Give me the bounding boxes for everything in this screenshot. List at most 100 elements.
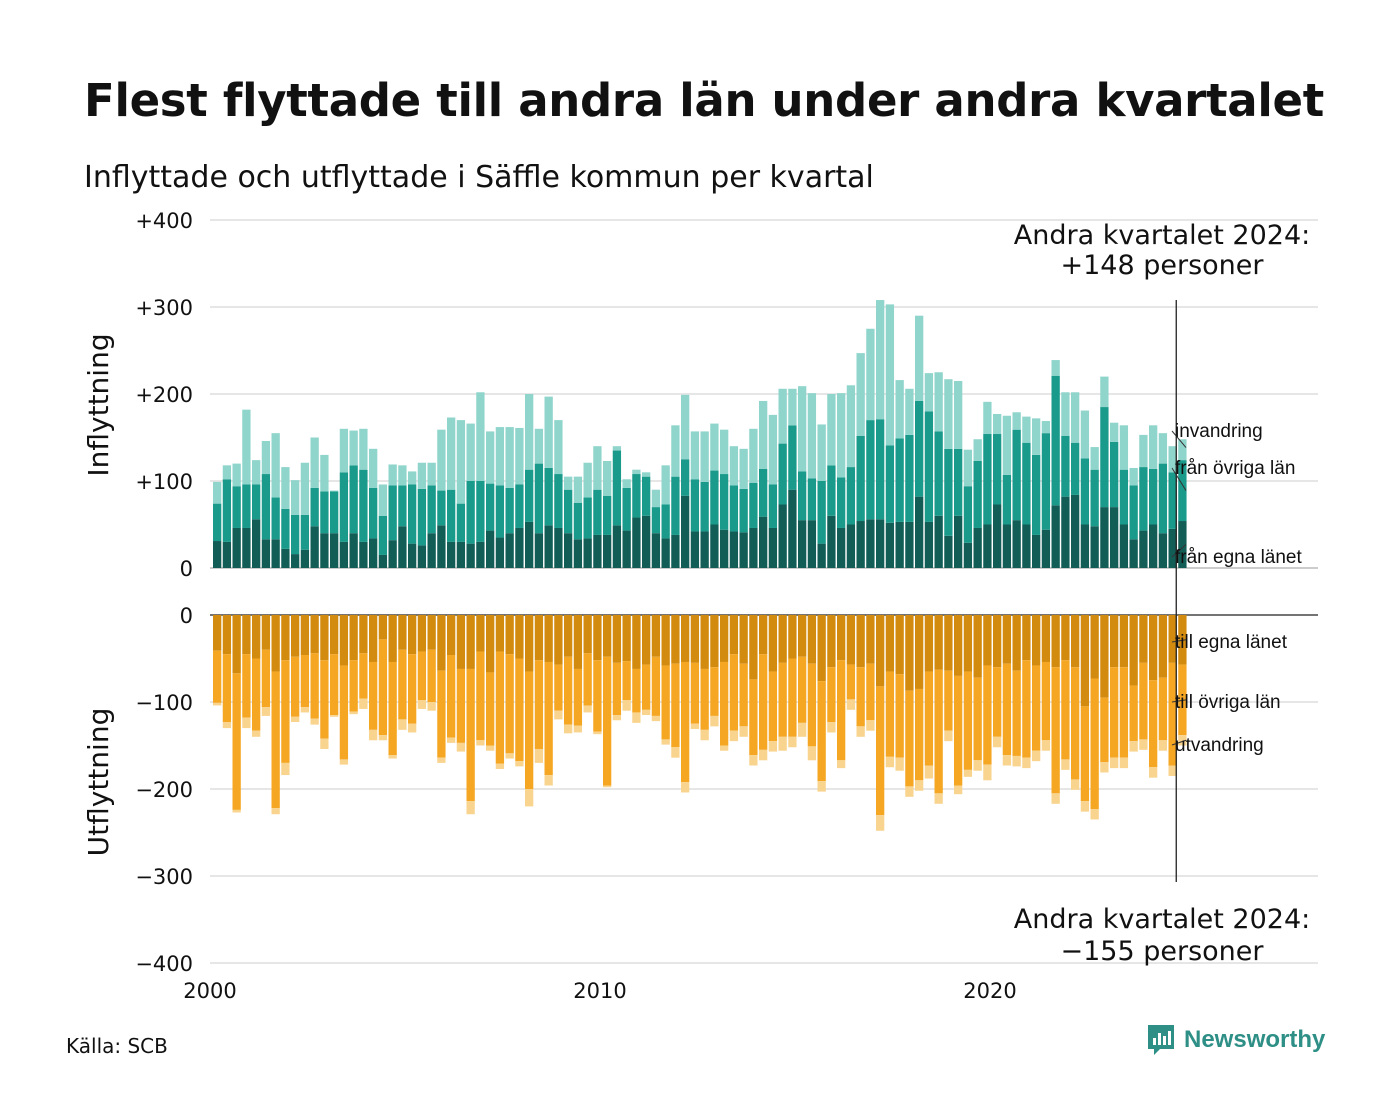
bar-segment <box>213 615 222 651</box>
bar-segment <box>622 615 631 662</box>
bar-segment <box>261 649 271 708</box>
bar-segment <box>817 543 826 568</box>
bar-segment <box>476 541 485 568</box>
bar-segment <box>564 533 573 568</box>
bar-segment <box>252 460 261 485</box>
bar-segment <box>378 515 388 555</box>
bar-segment <box>944 615 953 671</box>
bar-segment <box>642 615 651 665</box>
bar-segment <box>1041 615 1051 662</box>
annotation-top-line2: +148 personer <box>1060 250 1264 281</box>
bar-segment <box>310 653 319 719</box>
bar-segment <box>593 731 602 735</box>
chart-title: Flest flyttade till andra län under andr… <box>84 74 1324 127</box>
bar-segment <box>905 786 914 797</box>
bar-segment <box>603 495 612 535</box>
bar-segment <box>856 353 865 436</box>
bar-segment <box>593 489 602 535</box>
bar-segment <box>300 615 310 656</box>
bar-segment <box>954 380 963 449</box>
bar-segment <box>310 615 319 654</box>
bar-segment <box>993 736 1002 748</box>
bar-segment <box>339 615 349 666</box>
bar-segment <box>749 428 758 483</box>
bar-segment <box>525 469 534 522</box>
bar-segment <box>681 615 690 662</box>
bar-segment <box>359 698 368 709</box>
bar-segment <box>222 654 232 723</box>
bar-segment <box>573 502 583 540</box>
bar-segment <box>495 651 505 764</box>
bar-segment <box>456 742 466 752</box>
bar-segment <box>846 664 856 700</box>
bar-segment <box>612 446 622 451</box>
bar-segment <box>915 315 924 401</box>
bar-segment <box>369 538 378 568</box>
bar-segment <box>924 615 934 672</box>
bar-segment <box>768 615 778 672</box>
bar-segment <box>495 427 505 486</box>
bar-segment <box>330 491 339 534</box>
bar-segment <box>622 661 631 701</box>
bar-segment <box>486 672 495 746</box>
x-tick-label: 2000 <box>183 979 236 1003</box>
bar-segment <box>681 394 690 460</box>
bar-segment <box>1071 667 1080 780</box>
bar-segment <box>1080 801 1090 812</box>
bar-segment <box>447 489 456 542</box>
bar-segment <box>456 668 466 743</box>
bar-segment <box>866 663 875 721</box>
bar-segment <box>700 729 709 741</box>
bar-segment <box>954 448 963 516</box>
chart-subtitle: Inflyttade och utflyttade i Säffle kommu… <box>84 160 874 195</box>
bar-segment <box>515 527 524 568</box>
bar-segment <box>554 615 563 665</box>
bar-segment <box>583 705 592 713</box>
bar-segment <box>486 483 495 531</box>
bar-segment <box>300 655 310 708</box>
bar-segment <box>876 815 885 831</box>
bar-segment <box>895 615 904 675</box>
bar-segment <box>807 393 817 479</box>
bar-segment <box>388 661 397 756</box>
bar-segment <box>1090 678 1099 810</box>
bar-segment <box>846 699 856 710</box>
bar-segment <box>1100 376 1109 408</box>
bar-segment <box>573 668 583 726</box>
bar-segment <box>1168 765 1177 776</box>
bar-segment <box>1178 460 1187 522</box>
bar-segment <box>427 649 436 702</box>
bar-segment <box>281 660 290 763</box>
bar-segment <box>749 527 758 568</box>
bar-segment <box>690 723 700 729</box>
bar-segment <box>759 749 768 761</box>
bar-segment <box>739 488 748 533</box>
bar-segment <box>398 719 407 730</box>
bar-segment <box>525 671 534 789</box>
bar-segment <box>661 504 670 539</box>
series-label: till övriga län <box>1175 692 1281 713</box>
bar-segment <box>349 430 358 466</box>
bar-segment <box>915 615 924 689</box>
bar-segment <box>807 663 817 747</box>
bar-segment <box>827 667 836 723</box>
bar-segment <box>729 730 739 742</box>
bar-segment <box>437 615 446 671</box>
bar-segment <box>1051 793 1060 804</box>
bar-segment <box>369 448 378 488</box>
bar-segment <box>554 474 563 528</box>
bar-segment <box>495 537 505 568</box>
bar-segment <box>856 726 865 737</box>
bar-segment <box>232 463 241 487</box>
bar-segment <box>232 809 241 813</box>
bar-segment <box>330 615 339 655</box>
bar-segment <box>291 656 300 717</box>
bar-segment <box>1110 667 1119 758</box>
bar-segment <box>1119 615 1129 668</box>
bar-segment <box>700 615 709 669</box>
bar-segment <box>1119 425 1129 470</box>
bar-segment <box>885 445 895 523</box>
bar-segment <box>759 615 768 655</box>
bar-segment <box>495 763 505 769</box>
bar-segment <box>388 755 397 759</box>
